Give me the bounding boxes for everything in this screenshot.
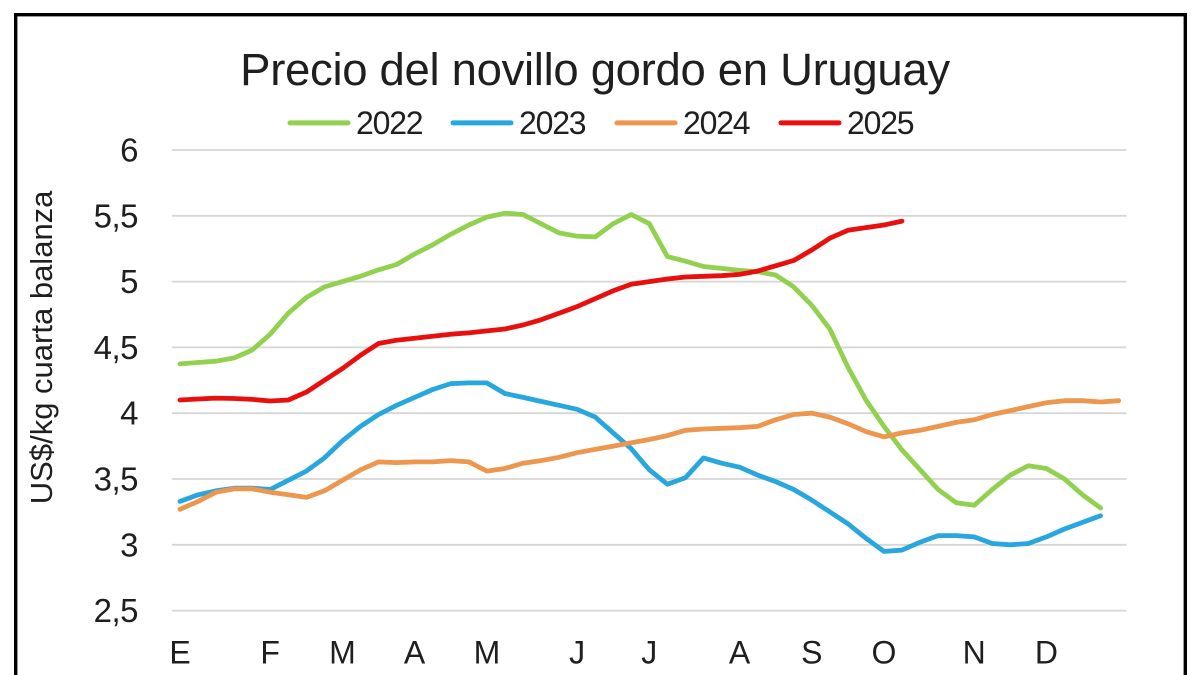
svg-text:2,5: 2,5 (94, 592, 138, 629)
svg-text:2025: 2025 (847, 105, 914, 141)
svg-text:5: 5 (120, 263, 138, 300)
svg-text:2022: 2022 (356, 105, 423, 141)
svg-text:M: M (329, 635, 356, 671)
svg-text:S: S (801, 635, 822, 671)
svg-text:3: 3 (120, 526, 138, 563)
svg-text:A: A (404, 635, 426, 671)
svg-text:A: A (729, 635, 751, 671)
svg-text:Precio del novillo gordo en Ur: Precio del novillo gordo en Uruguay (240, 44, 950, 95)
svg-text:J: J (569, 635, 585, 671)
svg-text:O: O (872, 635, 897, 671)
svg-text:2023: 2023 (519, 105, 586, 141)
svg-text:4: 4 (120, 395, 138, 432)
svg-text:US$/kg cuarta balanza: US$/kg cuarta balanza (24, 190, 59, 504)
svg-text:2024: 2024 (683, 105, 750, 141)
svg-text:E: E (169, 635, 190, 671)
svg-text:4,5: 4,5 (94, 329, 138, 366)
svg-text:J: J (641, 635, 657, 671)
svg-text:5,5: 5,5 (94, 197, 138, 234)
svg-text:6: 6 (120, 132, 138, 169)
svg-text:M: M (474, 635, 501, 671)
svg-text:D: D (1035, 635, 1058, 671)
svg-text:N: N (963, 635, 986, 671)
svg-text:F: F (260, 635, 280, 671)
svg-text:3,5: 3,5 (94, 461, 138, 498)
